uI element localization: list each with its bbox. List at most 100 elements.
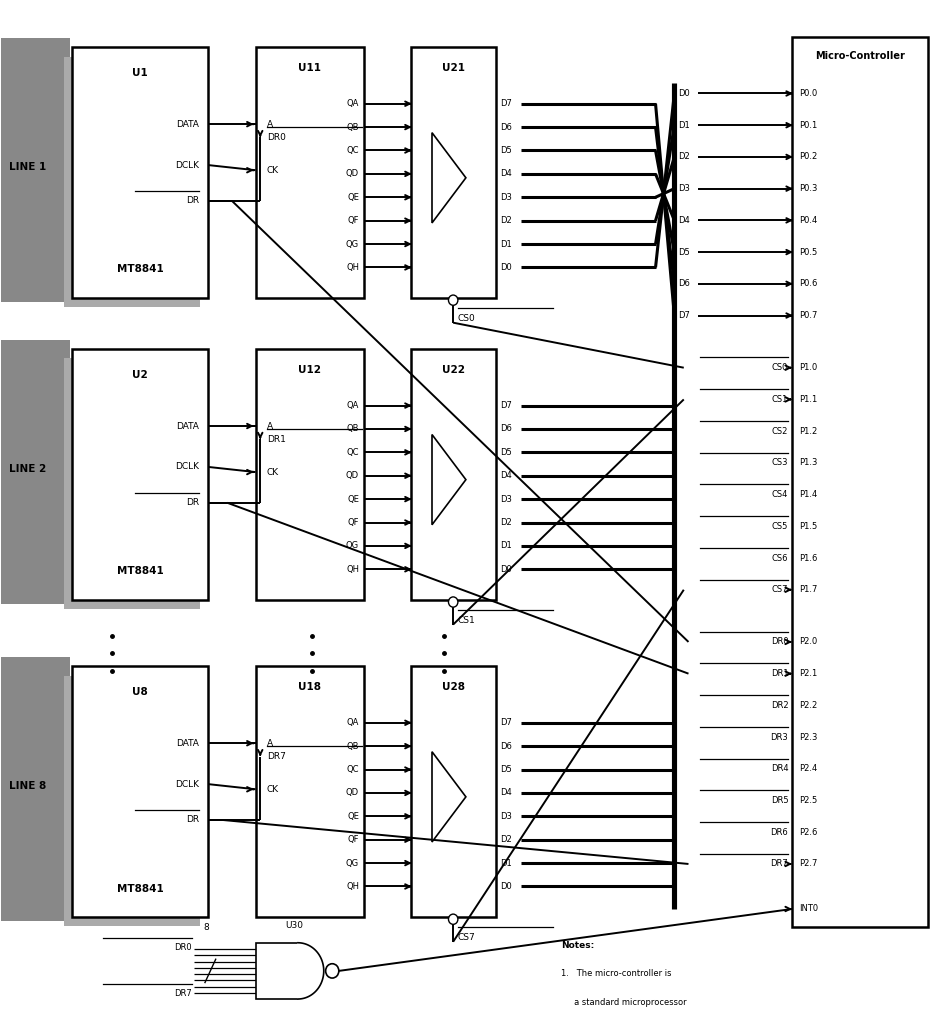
Bar <box>72 349 209 600</box>
Text: P2.4: P2.4 <box>800 764 818 774</box>
Text: D3: D3 <box>678 184 690 193</box>
Text: CS7: CS7 <box>458 933 476 942</box>
Bar <box>411 47 496 299</box>
Text: DR0: DR0 <box>770 637 788 646</box>
Text: QC: QC <box>346 146 359 155</box>
Text: D4: D4 <box>500 471 512 480</box>
Text: D3: D3 <box>500 495 512 504</box>
Text: CS0: CS0 <box>772 363 788 372</box>
Text: DR3: DR3 <box>770 733 788 742</box>
Text: DR: DR <box>186 816 199 825</box>
Polygon shape <box>432 132 466 223</box>
Text: P1.4: P1.4 <box>800 490 818 499</box>
Text: DR7: DR7 <box>770 860 788 868</box>
Bar <box>1 658 70 921</box>
Text: DR7: DR7 <box>267 752 286 761</box>
Text: DR4: DR4 <box>770 764 788 774</box>
Bar <box>256 667 363 917</box>
Text: DR7: DR7 <box>174 989 192 998</box>
Text: D3: D3 <box>500 812 512 821</box>
Text: U11: U11 <box>298 63 321 73</box>
Text: D5: D5 <box>500 146 512 155</box>
Text: U21: U21 <box>442 63 464 73</box>
Text: Micro-Controller: Micro-Controller <box>816 50 905 61</box>
Text: QF: QF <box>347 216 359 225</box>
Text: LINE 1: LINE 1 <box>8 162 46 172</box>
Text: a standard microprocessor: a standard microprocessor <box>562 998 687 1007</box>
Text: DATA: DATA <box>177 120 199 128</box>
Text: U30: U30 <box>285 921 303 931</box>
Text: P2.1: P2.1 <box>800 669 818 678</box>
Bar <box>1 340 70 604</box>
Text: D3: D3 <box>500 193 512 202</box>
Text: P0.4: P0.4 <box>800 215 818 225</box>
Text: QA: QA <box>346 100 359 108</box>
Text: P2.0: P2.0 <box>800 637 818 646</box>
Text: U28: U28 <box>442 682 464 692</box>
Text: LINE 2: LINE 2 <box>8 464 46 474</box>
Text: D1: D1 <box>678 121 690 129</box>
Text: CS0: CS0 <box>458 314 476 323</box>
Text: D7: D7 <box>678 311 690 320</box>
Bar <box>792 37 929 928</box>
Text: P2.2: P2.2 <box>800 701 818 710</box>
Text: P1.2: P1.2 <box>800 427 818 436</box>
Text: U1: U1 <box>132 68 148 78</box>
Text: QC: QC <box>346 447 359 457</box>
Text: P0.6: P0.6 <box>800 279 818 288</box>
Text: DR: DR <box>186 196 199 205</box>
Text: QD: QD <box>346 788 359 797</box>
Text: P0.1: P0.1 <box>800 121 818 129</box>
Text: QB: QB <box>346 742 359 751</box>
Text: QA: QA <box>346 401 359 410</box>
Text: QB: QB <box>346 122 359 131</box>
Text: DCLK: DCLK <box>175 161 199 169</box>
Circle shape <box>448 914 458 924</box>
Text: QA: QA <box>346 718 359 727</box>
Text: U18: U18 <box>298 682 321 692</box>
Text: MT8841: MT8841 <box>117 265 163 275</box>
Text: D6: D6 <box>678 279 690 288</box>
Text: P0.5: P0.5 <box>800 247 818 256</box>
Text: DR1: DR1 <box>267 435 286 444</box>
Text: QD: QD <box>346 471 359 480</box>
Text: P1.6: P1.6 <box>800 553 818 562</box>
Bar <box>411 349 496 600</box>
Text: D0: D0 <box>678 89 690 97</box>
Text: LINE 8: LINE 8 <box>8 781 46 791</box>
Polygon shape <box>298 943 324 999</box>
Text: D0: D0 <box>500 263 512 272</box>
Text: CS1: CS1 <box>772 395 788 404</box>
Text: P1.7: P1.7 <box>800 585 818 594</box>
Text: QD: QD <box>346 169 359 179</box>
Text: D6: D6 <box>500 425 512 433</box>
Text: D2: D2 <box>500 216 512 225</box>
Text: D2: D2 <box>500 518 512 527</box>
Text: D5: D5 <box>678 247 690 256</box>
Text: 1.   The micro-controller is: 1. The micro-controller is <box>562 970 672 979</box>
Text: QH: QH <box>346 882 359 891</box>
Text: D7: D7 <box>500 100 512 108</box>
Text: QG: QG <box>346 542 359 550</box>
Text: CS7: CS7 <box>772 585 788 594</box>
Text: DCLK: DCLK <box>175 463 199 472</box>
Bar <box>63 56 200 308</box>
Bar <box>256 349 363 600</box>
Text: DR0: DR0 <box>267 133 286 142</box>
Bar <box>256 943 298 999</box>
Text: QF: QF <box>347 518 359 527</box>
Text: D2: D2 <box>678 153 690 161</box>
Text: P1.5: P1.5 <box>800 522 818 530</box>
Text: D1: D1 <box>500 239 512 248</box>
Text: DR0: DR0 <box>174 943 192 952</box>
Text: QH: QH <box>346 564 359 574</box>
Text: DR: DR <box>186 499 199 507</box>
Text: CS6: CS6 <box>772 553 788 562</box>
Text: DR1: DR1 <box>770 669 788 678</box>
Text: DR6: DR6 <box>770 828 788 837</box>
Text: DR2: DR2 <box>770 701 788 710</box>
Bar <box>1 38 70 303</box>
Circle shape <box>326 963 339 978</box>
Text: MT8841: MT8841 <box>117 566 163 577</box>
Text: D6: D6 <box>500 742 512 751</box>
